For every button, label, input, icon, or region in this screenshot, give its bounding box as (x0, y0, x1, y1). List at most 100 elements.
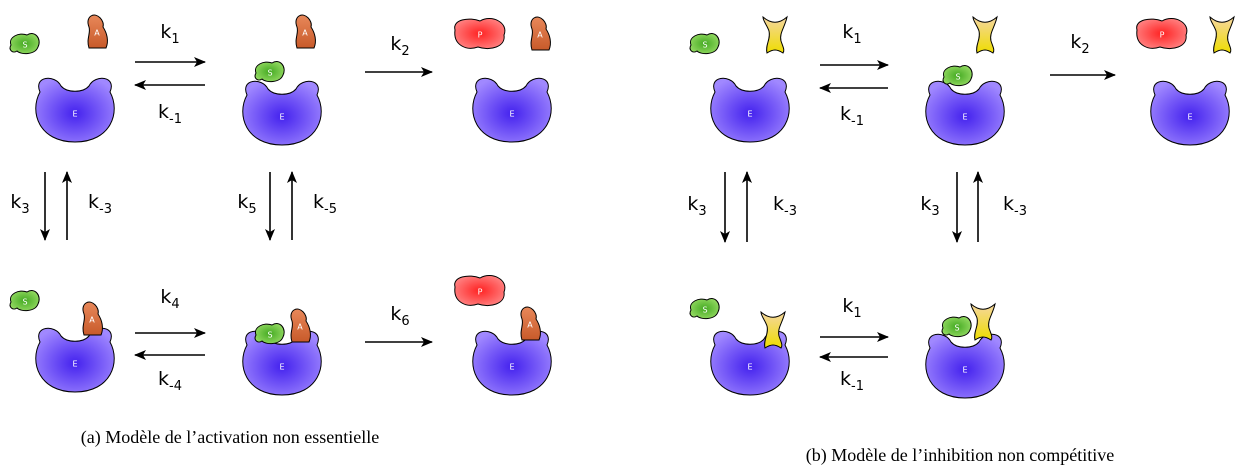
substrate: S (689, 298, 720, 320)
rate-subscript: -1 (851, 379, 864, 394)
activator: A (295, 14, 316, 49)
enzyme-letter: E (747, 110, 752, 119)
rate-symbol: k (313, 191, 324, 213)
rate-constant: k1 (160, 21, 179, 47)
activator-letter: A (297, 323, 303, 332)
activator-letter: A (94, 29, 100, 38)
activator: A (520, 306, 541, 341)
rate-subscript: -3 (784, 204, 797, 219)
enzyme-letter: E (279, 363, 284, 372)
product: P (454, 18, 506, 49)
rate-subscript: -3 (1014, 204, 1027, 219)
product-letter: P (1160, 31, 1165, 40)
enzyme: E (472, 330, 552, 396)
rate-symbol: k (1003, 193, 1014, 215)
rate-constant: k2 (1070, 31, 1089, 57)
rate-constant: k-4 (158, 368, 182, 394)
enzyme-shape (472, 77, 552, 143)
rate-subscript: 1 (853, 306, 861, 321)
caption: (b) Modèle de l’inhibition non compétiti… (806, 445, 1114, 466)
substrate: S (9, 33, 40, 55)
rate-symbol: k (840, 368, 851, 390)
enzyme: E (472, 77, 552, 143)
product-shape (1136, 18, 1188, 49)
enzyme-letter: E (279, 113, 284, 122)
rate-constant: k-5 (313, 191, 337, 217)
rate-symbol: k (160, 286, 171, 308)
rate-symbol: k (842, 21, 853, 43)
inhibitor-shape (972, 15, 998, 54)
rate-constant: k1 (842, 295, 861, 321)
activator: A (530, 16, 551, 51)
enzyme-letter: E (962, 366, 967, 375)
activator-shape (530, 16, 551, 51)
rate-constant: k1 (842, 21, 861, 47)
activator-letter: A (537, 31, 543, 40)
enzyme-shape (1150, 80, 1230, 146)
enzyme-shape (925, 333, 1005, 399)
substrate-letter: S (22, 41, 27, 50)
rate-subscript: -1 (851, 114, 864, 129)
rate-constant: k-3 (1003, 193, 1027, 219)
caption: (a) Modèle de l’activation non essentiel… (81, 427, 379, 448)
rate-symbol: k (687, 193, 698, 215)
activator: A (82, 301, 103, 336)
substrate: S (689, 33, 720, 55)
substrate: S (254, 323, 285, 345)
rate-symbol: k (1070, 31, 1081, 53)
substrate: S (942, 65, 973, 87)
substrate: S (254, 61, 285, 83)
rate-symbol: k (390, 33, 401, 55)
enzyme: E (710, 330, 790, 396)
rate-symbol: k (10, 191, 21, 213)
inhibitor-shape (762, 15, 788, 54)
enzyme: E (1150, 80, 1230, 146)
substrate: S (941, 316, 972, 338)
product: P (1136, 18, 1188, 49)
activator-letter: A (302, 29, 308, 38)
rate-subscript: -5 (324, 202, 337, 217)
rate-subscript: 2 (1081, 42, 1089, 57)
inhibitor-shape (970, 302, 996, 341)
enzyme: E (925, 333, 1005, 399)
substrate-shape (9, 33, 40, 55)
rate-subscript: 6 (401, 314, 409, 329)
substrate-letter: S (702, 306, 707, 315)
activator-shape (87, 14, 108, 49)
activator: A (290, 308, 311, 343)
inhibitor-shape (1209, 15, 1235, 54)
enzyme: E (242, 80, 322, 146)
enzyme-letter: E (962, 113, 967, 122)
product-letter: P (478, 288, 483, 297)
substrate-shape (942, 65, 973, 87)
substrate: S (9, 290, 40, 312)
rate-subscript: -4 (169, 379, 182, 394)
rate-constant: k-3 (88, 191, 112, 217)
substrate-letter: S (702, 41, 707, 50)
activator-letter: A (89, 316, 95, 325)
product-shape (454, 275, 506, 306)
substrate-letter: S (267, 69, 272, 78)
rate-constant: k3 (920, 193, 939, 219)
rate-subscript: 3 (931, 204, 939, 219)
inhibitor (1209, 15, 1235, 54)
inhibitor (970, 302, 996, 341)
rate-subscript: 3 (698, 204, 706, 219)
enzyme-shape (472, 330, 552, 396)
rate-subscript: -3 (99, 202, 112, 217)
substrate-shape (254, 61, 285, 83)
enzyme-letter: E (509, 363, 514, 372)
rate-subscript: -1 (169, 112, 182, 127)
enzyme-letter: E (72, 110, 77, 119)
enzyme: E (925, 80, 1005, 146)
rate-subscript: 3 (21, 202, 29, 217)
activator-shape (295, 14, 316, 49)
rate-symbol: k (88, 191, 99, 213)
rate-constant: k-1 (840, 103, 864, 129)
activator-shape (290, 308, 311, 343)
inhibitor (762, 15, 788, 54)
rate-constant: k-3 (773, 193, 797, 219)
rate-subscript: 1 (853, 32, 861, 47)
enzyme-letter: E (509, 110, 514, 119)
